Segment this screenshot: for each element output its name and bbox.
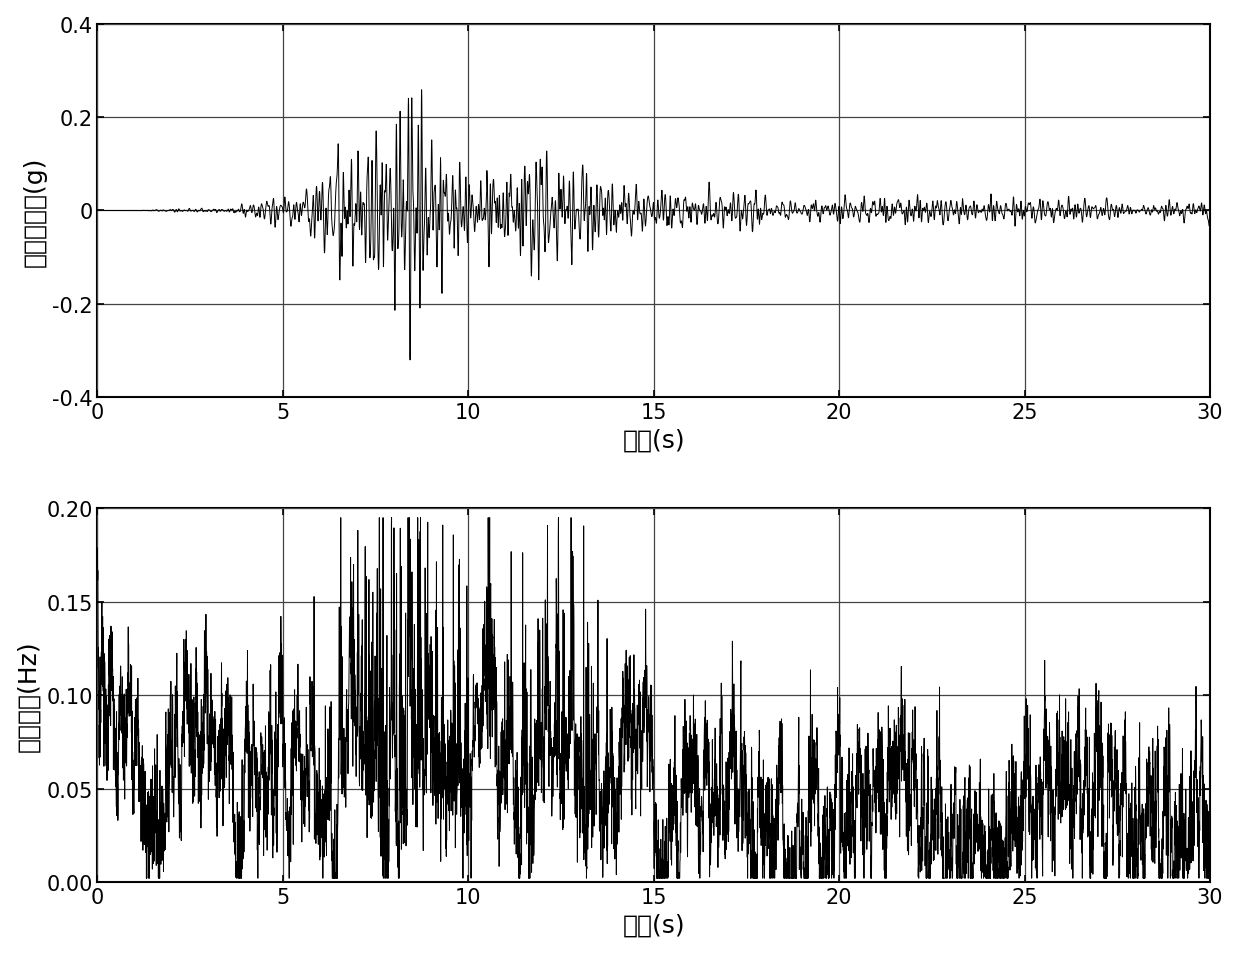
Y-axis label: 瞬时频率(Hz): 瞬时频率(Hz) [16,639,41,751]
X-axis label: 时间(s): 时间(s) [622,912,684,937]
X-axis label: 时间(s): 时间(s) [622,428,684,453]
Y-axis label: 加速度幅值(g): 加速度幅值(g) [22,156,46,267]
